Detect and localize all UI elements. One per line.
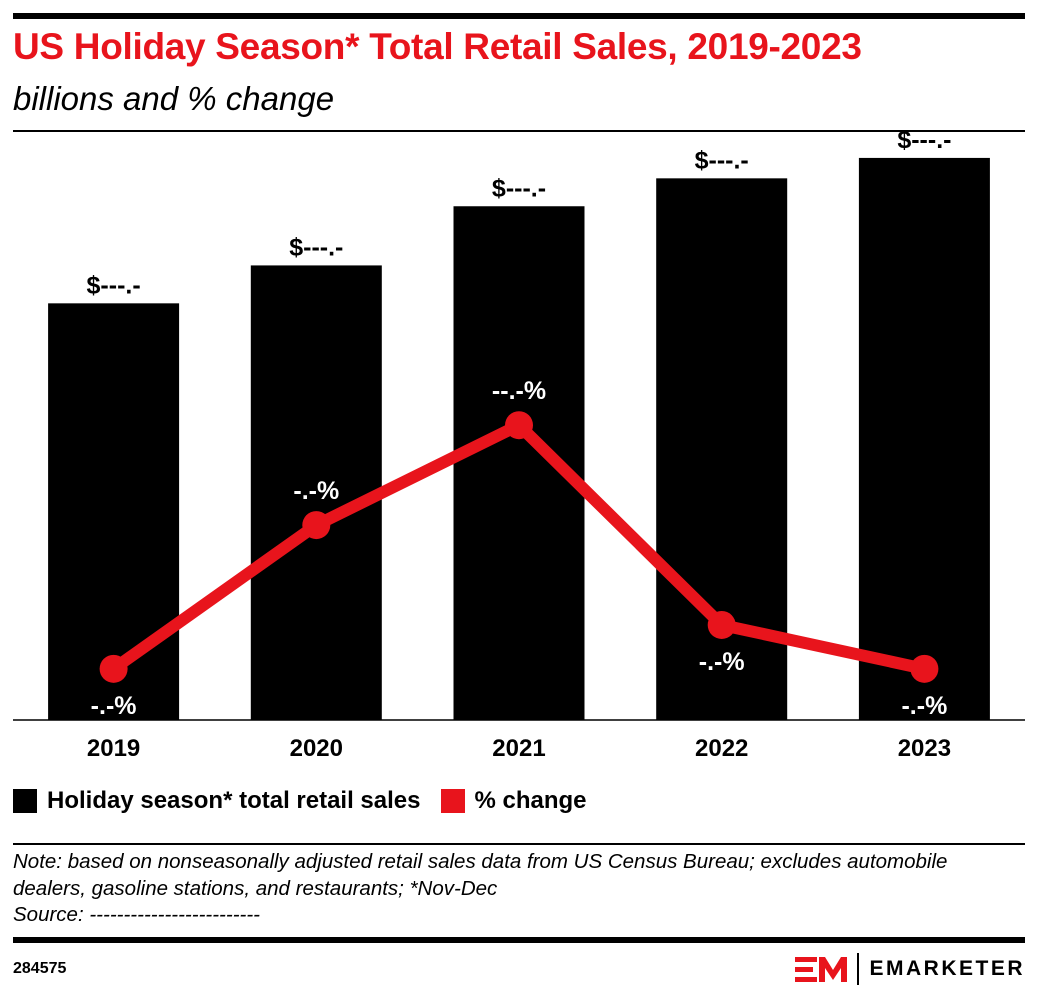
chart-subtitle: billions and % change — [13, 80, 335, 117]
emarketer-logo: EMARKETER — [795, 953, 1025, 985]
legend-swatch-bars — [13, 789, 37, 813]
bar-value-label: $---.- — [87, 271, 141, 299]
note-text: Note: based on nonseasonally adjusted re… — [13, 850, 948, 900]
legend-label-line: % change — [474, 787, 587, 814]
notes: Note: based on nonseasonally adjusted re… — [13, 849, 1025, 929]
bar — [250, 265, 382, 720]
chart: $---.- 2019 $---.- 2020 $---.- 2021 $---.- 2022… — [13, 131, 1025, 762]
notes-rule — [13, 843, 1025, 845]
brand-wordmark: EMARKETER — [869, 957, 1025, 980]
x-tick-label: 2022 — [695, 735, 748, 762]
header-rule — [13, 130, 1025, 132]
chart-title: US Holiday Season* Total Retail Sales, 2… — [13, 26, 862, 67]
bar-value-label: $---.- — [289, 233, 343, 261]
bar — [48, 303, 180, 720]
logo-divider — [857, 953, 860, 985]
bar — [858, 157, 990, 720]
percent-change-label: -.-% — [699, 648, 745, 676]
percent-change-label: -.-% — [293, 477, 339, 505]
percent-change-point — [505, 411, 533, 440]
x-tick-label: 2023 — [898, 735, 951, 762]
legend-label-bars: Holiday season* total retail sales — [47, 787, 421, 814]
x-tick-label: 2020 — [290, 735, 343, 762]
percent-change-point — [99, 654, 128, 683]
legend: Holiday season* total retail sales % cha… — [13, 787, 587, 815]
percent-change-point — [707, 610, 736, 639]
percent-change-point — [910, 654, 939, 683]
x-tick-label: 2021 — [492, 735, 545, 762]
percent-change-label: -.-% — [901, 692, 947, 720]
bar-value-label: $---.- — [492, 174, 546, 202]
percent-change-label: -.-% — [91, 692, 137, 720]
em-logo-icon — [795, 957, 848, 982]
bar-value-label: $---.- — [897, 131, 951, 154]
legend-swatch-line — [440, 789, 465, 813]
bar-value-label: $---.- — [695, 146, 749, 174]
top-rule — [13, 13, 1025, 19]
x-tick-label: 2019 — [87, 735, 140, 762]
source-text: Source: ------------------------- — [13, 903, 261, 926]
footer-rule — [13, 937, 1025, 943]
chart-id: 284575 — [13, 960, 67, 977]
percent-change-point — [302, 511, 331, 540]
percent-change-label: --.-% — [492, 377, 546, 405]
